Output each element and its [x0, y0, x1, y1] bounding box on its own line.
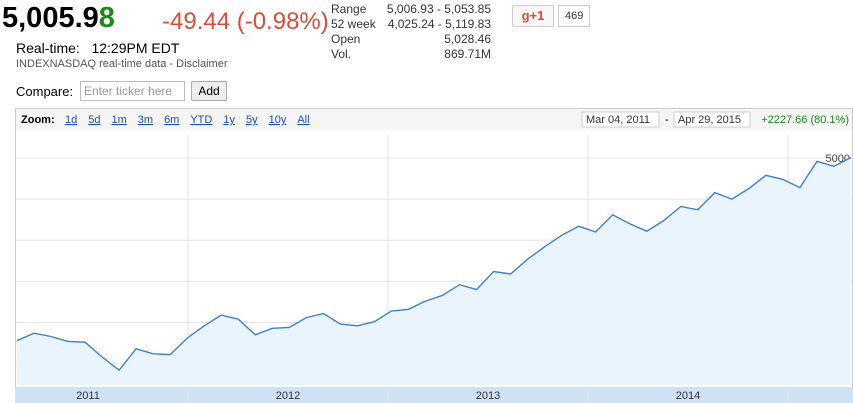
- stat-row: Open 5,028.46: [331, 32, 491, 47]
- zoom-option[interactable]: 1d: [65, 114, 77, 126]
- realtime-time: 12:29PM EDT: [91, 40, 180, 56]
- stat-value: 4,025.24 - 5,119.83: [387, 17, 491, 31]
- date-separator: -: [665, 114, 669, 126]
- zoom-option[interactable]: 5y: [246, 114, 258, 126]
- zoom-option[interactable]: 1y: [223, 114, 235, 126]
- stat-row: 52 week 4,025.24 - 5,119.83: [331, 17, 491, 32]
- gplus-count: 469: [558, 5, 591, 27]
- year-label: 2013: [476, 390, 500, 402]
- stat-value: 5,006.93 - 5,053.85: [386, 2, 491, 16]
- zoom-option[interactable]: 5d: [88, 114, 100, 126]
- source[interactable]: INDEXNASDAQ real-time data - Disclaimer: [16, 58, 228, 70]
- add-button[interactable]: Add: [191, 81, 227, 101]
- ticker-input[interactable]: Enter ticker here: [80, 81, 185, 101]
- start-date[interactable]: Mar 04, 2011: [586, 114, 650, 126]
- zoom-option[interactable]: 1m: [112, 114, 127, 126]
- area: [17, 157, 851, 385]
- year-label: 2014: [676, 390, 700, 402]
- stat-label: Open: [331, 32, 361, 46]
- stat-row: Range 5,006.93 - 5,053.85: [331, 2, 491, 17]
- stat-label: Range: [331, 2, 367, 16]
- price-main: 5,005.9: [2, 2, 99, 34]
- price: 5,005.98: [2, 2, 115, 35]
- zoom-option[interactable]: 6m: [164, 114, 179, 126]
- zoom-option[interactable]: 3m: [138, 114, 153, 126]
- price-last-digit: 8: [98, 2, 115, 34]
- zoom-option[interactable]: All: [297, 114, 309, 126]
- date-box: [673, 111, 751, 128]
- timeline: [15, 387, 853, 403]
- compare-label: Compare:: [16, 84, 74, 99]
- end-date[interactable]: Apr 29, 2015: [678, 114, 741, 126]
- realtime: Real-time: 12:29PM EDT: [16, 40, 179, 56]
- stat-value: 869.71M: [444, 47, 491, 61]
- stat-row: Vol. 869.71M: [331, 47, 491, 62]
- stats: Range 5,006.93 - 5,053.85 52 week 4,025.24 …: [331, 2, 491, 62]
- gplus-button[interactable]: g+1: [512, 5, 554, 27]
- date-box: [581, 111, 660, 128]
- zoom-option[interactable]: 10y: [269, 114, 287, 126]
- stat-value: 5,028.46: [444, 32, 491, 46]
- year-label: 2012: [276, 390, 300, 402]
- chart: Zoom: 1d 5d 1m 3m 6m YTD 1y 5y 10y All Mar 04, 2011…: [15, 108, 853, 403]
- price-line: [16, 156, 852, 372]
- gain: +2227.66 (80.1%): [761, 114, 849, 126]
- stat-label: Vol.: [331, 47, 352, 61]
- zoom-option[interactable]: YTD: [190, 114, 212, 126]
- realtime-label: Real-time:: [16, 40, 80, 56]
- zoom-label: Zoom:: [21, 114, 55, 126]
- price-change: -49.44 (-0.98%): [162, 8, 329, 35]
- year-label: 2011: [76, 390, 100, 402]
- stat-label: 52 week: [331, 17, 376, 31]
